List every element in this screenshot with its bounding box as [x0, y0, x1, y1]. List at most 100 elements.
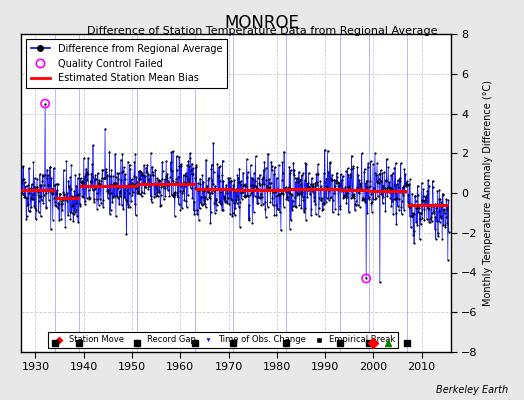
Point: [241, 193, 249, 200]
Point: [319, 200, 328, 207]
Point: [172, 153, 181, 159]
Point: [275, 162, 283, 168]
Point: [33, 176, 41, 182]
Point: [49, 182, 58, 188]
Point: [258, 176, 267, 182]
Point: [98, 167, 106, 173]
Point: [167, 159, 175, 166]
Point: [283, 186, 291, 193]
Point: [89, 142, 97, 149]
Point: [59, 167, 68, 173]
Point: [138, 170, 147, 176]
Point: [137, 193, 146, 200]
Point: [380, 185, 389, 191]
Point: [263, 183, 271, 189]
Point: [335, 183, 343, 189]
Point: [352, 202, 360, 208]
Point: [211, 210, 219, 216]
Point: [366, 158, 375, 164]
Point: [116, 192, 125, 199]
Point: [424, 177, 432, 184]
Point: [343, 193, 352, 200]
Point: [277, 227, 285, 234]
Point: [42, 205, 50, 211]
Point: [196, 176, 204, 182]
Point: [154, 177, 162, 184]
Point: [390, 164, 399, 171]
Point: [26, 186, 34, 192]
Point: [400, 189, 409, 196]
Point: [252, 153, 260, 159]
Point: [113, 193, 121, 199]
Point: [132, 212, 140, 218]
Point: [29, 159, 38, 166]
Point: [404, 199, 412, 206]
Point: [50, 199, 59, 205]
Point: [220, 193, 228, 200]
Point: [154, 193, 162, 200]
Point: [297, 190, 305, 197]
Point: [52, 190, 60, 196]
Point: [355, 204, 364, 210]
Point: [165, 181, 173, 187]
Point: [402, 181, 411, 188]
Point: [157, 184, 166, 190]
Point: [172, 179, 180, 185]
Point: [440, 206, 449, 212]
Point: [82, 171, 90, 178]
Point: [430, 209, 438, 216]
Point: [108, 194, 117, 200]
Point: [302, 183, 311, 189]
Point: [261, 205, 269, 212]
Point: [336, 203, 345, 209]
Point: [51, 181, 60, 188]
Point: [71, 206, 80, 213]
Point: [18, 190, 27, 197]
Point: [314, 171, 322, 177]
Point: [376, 170, 385, 177]
Point: [380, 169, 388, 175]
Point: [336, 206, 344, 212]
Point: [204, 177, 213, 183]
Point: [364, 164, 372, 170]
Point: [27, 204, 36, 210]
Point: [37, 182, 45, 188]
Point: [239, 182, 248, 188]
Point: [309, 188, 317, 195]
Point: [381, 177, 390, 183]
Point: [428, 178, 436, 184]
Point: [215, 185, 223, 191]
Point: [182, 198, 191, 204]
Point: [203, 183, 211, 189]
Point: [248, 183, 257, 190]
Point: [193, 206, 201, 213]
Point: [222, 182, 231, 188]
Point: [348, 165, 357, 172]
Point: [442, 214, 450, 220]
Point: [298, 194, 307, 200]
Point: [83, 177, 92, 183]
Point: [37, 213, 45, 220]
Point: [323, 148, 332, 154]
Point: [342, 194, 350, 200]
Point: [86, 184, 94, 190]
Point: [140, 190, 149, 196]
Point: [137, 169, 145, 175]
Point: [387, 203, 396, 210]
Point: [125, 161, 134, 168]
Point: [133, 179, 141, 185]
Point: [434, 208, 443, 214]
Point: [22, 215, 30, 222]
Point: [132, 174, 140, 180]
Point: [268, 194, 277, 201]
Point: [159, 181, 168, 188]
Point: [290, 167, 298, 173]
Point: [426, 216, 434, 222]
Point: [95, 177, 104, 184]
Point: [316, 178, 324, 184]
Point: [401, 183, 410, 189]
Point: [224, 194, 232, 201]
Point: [135, 168, 143, 174]
Point: [23, 195, 31, 202]
Point: [376, 279, 384, 286]
